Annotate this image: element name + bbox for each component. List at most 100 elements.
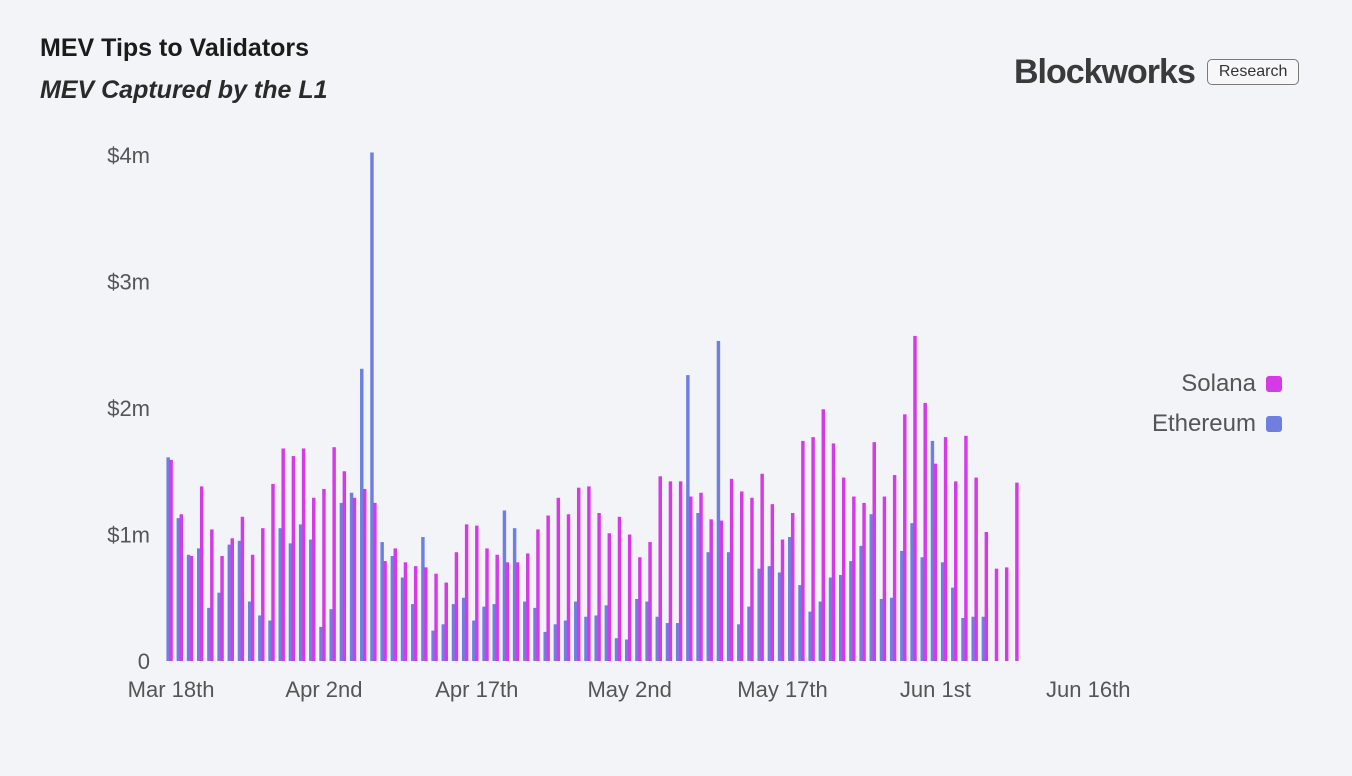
bar-solana: [464, 524, 469, 661]
bar-ethereum: [166, 457, 170, 661]
bar-solana: [291, 456, 296, 661]
bar-solana: [505, 562, 510, 661]
bar-solana: [780, 539, 785, 661]
legend-swatch-ethereum: [1266, 416, 1282, 432]
bar-solana: [536, 529, 540, 661]
bar-solana: [801, 440, 805, 661]
bar-solana: [668, 481, 673, 661]
bar-ethereum: [380, 542, 384, 661]
x-tick-label: May 2nd: [587, 677, 671, 702]
bar-ethereum: [716, 340, 721, 661]
bar-ethereum: [512, 528, 517, 661]
bar-ethereum: [665, 623, 670, 661]
bar-ethereum: [584, 616, 588, 661]
bar-solana: [403, 562, 408, 661]
bar-solana: [373, 502, 377, 662]
bar-ethereum: [472, 620, 476, 661]
bar-ethereum: [278, 528, 282, 661]
bar-ethereum: [533, 607, 537, 661]
y-tick-label: $3m: [107, 270, 150, 295]
y-tick-label: $4m: [107, 143, 150, 168]
research-badge: Research: [1206, 59, 1300, 85]
bar-ethereum: [247, 601, 252, 661]
bar-ethereum: [900, 550, 904, 661]
bar-ethereum: [329, 609, 333, 661]
bar-solana: [699, 492, 703, 661]
bar-solana: [821, 409, 826, 661]
bar-ethereum: [288, 543, 293, 661]
bar-ethereum: [624, 639, 629, 661]
bar-solana: [322, 488, 326, 661]
bar-solana: [383, 561, 387, 661]
bar-solana: [362, 488, 367, 661]
bar-solana: [658, 476, 662, 661]
bar-solana: [760, 473, 764, 661]
bar-ethereum: [196, 548, 201, 661]
bar-solana: [546, 515, 550, 661]
bar-solana: [250, 554, 255, 661]
bar-solana: [648, 542, 652, 661]
bar-solana: [454, 552, 459, 661]
legend-label-solana: Solana: [1181, 370, 1256, 397]
bar-solana: [689, 496, 693, 661]
legend-swatch-solana: [1266, 376, 1282, 392]
bar-ethereum: [726, 552, 731, 661]
bar-ethereum: [645, 601, 649, 661]
bar-ethereum: [431, 630, 435, 661]
bar-solana: [301, 448, 306, 661]
bar-ethereum: [675, 623, 680, 661]
bar-solana: [281, 448, 285, 661]
bar-ethereum: [859, 545, 863, 661]
bar-ethereum: [686, 375, 690, 661]
bar-ethereum: [747, 606, 751, 661]
x-tick-label: Mar 18th: [128, 677, 215, 702]
bar-ethereum: [176, 518, 181, 661]
bar-solana: [475, 525, 479, 661]
bar-solana: [424, 567, 428, 661]
bar-solana: [862, 502, 866, 662]
bar-solana: [933, 463, 938, 661]
bar-ethereum: [981, 616, 986, 661]
bar-ethereum: [502, 510, 507, 661]
x-tick-label: May 17th: [737, 677, 828, 702]
bar-solana: [913, 335, 917, 661]
brand-block: Blockworks Research: [1014, 52, 1300, 92]
bar-solana: [729, 478, 734, 661]
bar-ethereum: [930, 440, 935, 661]
bar-solana: [342, 471, 347, 661]
bar-ethereum: [563, 620, 568, 661]
blockworks-logo-text: Blockworks: [1014, 52, 1196, 91]
x-tick-label: Jun 1st: [900, 677, 971, 702]
bar-solana: [526, 553, 530, 661]
legend-item-ethereum: Ethereum: [1152, 404, 1282, 444]
bar-ethereum: [186, 554, 191, 661]
bar-ethereum: [767, 566, 772, 662]
bar-solana: [638, 557, 642, 661]
legend-label-ethereum: Ethereum: [1151, 410, 1256, 437]
bar-ethereum: [441, 624, 446, 661]
bar-solana: [882, 496, 887, 661]
bar-ethereum: [828, 577, 833, 661]
bar-ethereum: [339, 502, 344, 662]
bar-solana: [261, 528, 265, 661]
bar-solana: [189, 556, 194, 661]
bar-solana: [852, 496, 856, 661]
bar-ethereum: [237, 540, 242, 661]
bar-ethereum: [298, 524, 303, 661]
bar-solana: [903, 414, 907, 661]
bar-ethereum: [594, 615, 598, 661]
bar-ethereum: [737, 624, 741, 661]
bar-ethereum: [319, 626, 323, 661]
bar-ethereum: [492, 604, 496, 661]
bar-ethereum: [655, 616, 660, 661]
bar-solana: [230, 538, 234, 661]
bar-solana: [740, 491, 744, 661]
bar-ethereum: [553, 624, 558, 661]
bar-ethereum: [635, 599, 639, 661]
bar-solana: [607, 533, 612, 661]
bar-solana: [790, 513, 795, 661]
bar-ethereum: [798, 585, 802, 661]
bar-ethereum: [604, 605, 609, 661]
bar-ethereum: [421, 537, 425, 661]
